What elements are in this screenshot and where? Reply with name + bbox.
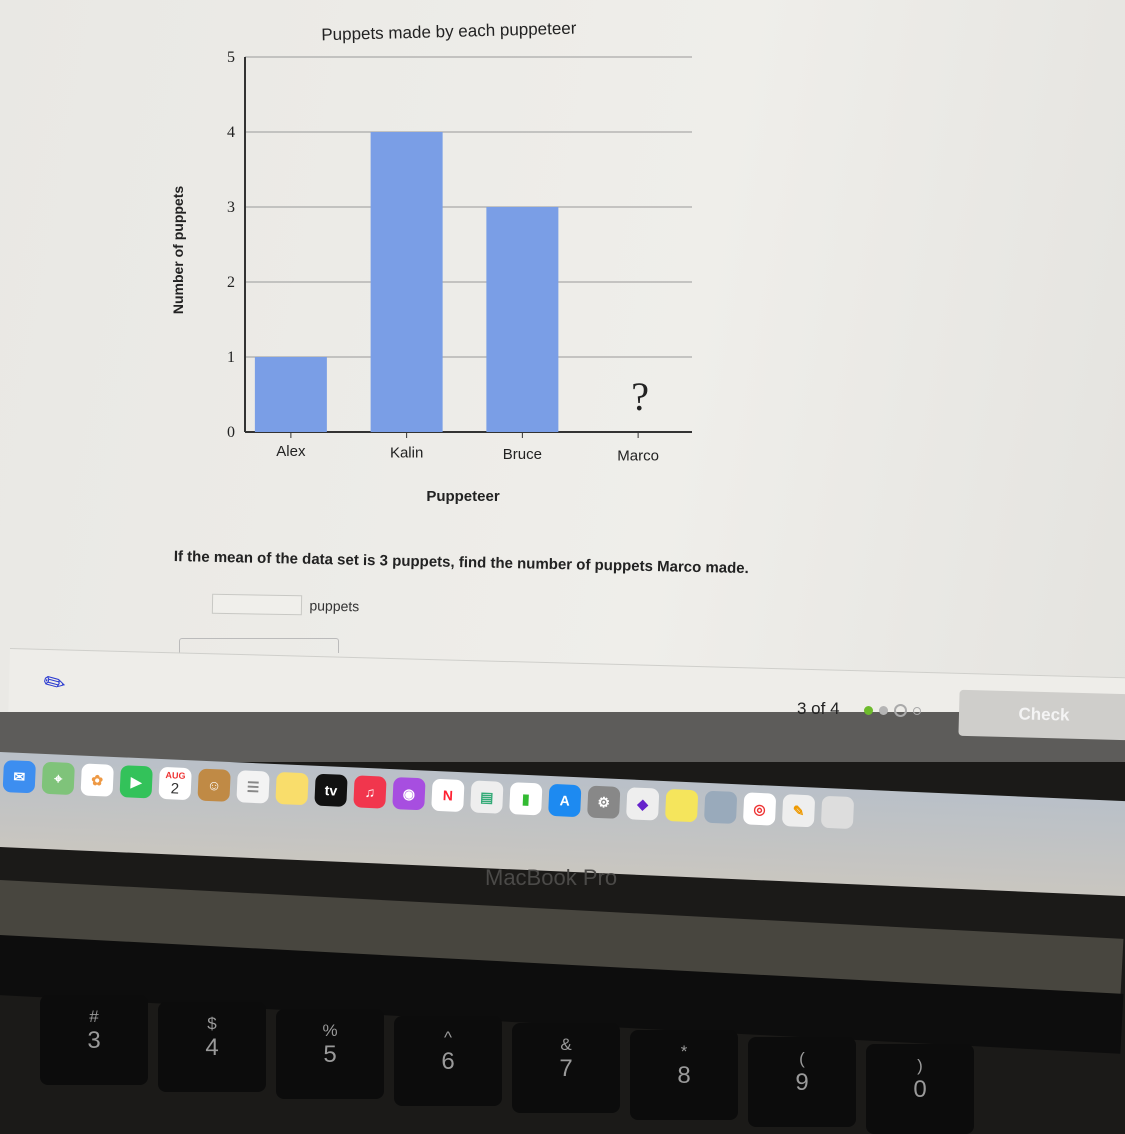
progress-dot [913, 706, 921, 715]
key-symbol: ^ [444, 1028, 452, 1047]
key-symbol: * [680, 1042, 688, 1061]
podcasts-icon[interactable]: ◉ [392, 777, 426, 811]
key-digit: 0 [913, 1076, 927, 1103]
key-5[interactable]: % 5 [276, 1009, 384, 1099]
pages-icon[interactable]: ✎ [781, 794, 816, 828]
key-6[interactable]: ^ 6 [394, 1016, 502, 1106]
calendar-day: 2 [170, 779, 180, 798]
screen-edge [0, 712, 1125, 762]
tv-label: tv [324, 782, 338, 799]
y-tick-label: 5 [227, 49, 235, 66]
bar-bruce [486, 207, 559, 432]
key-8[interactable]: * 8 [630, 1030, 738, 1120]
maps-icon[interactable]: ⌖ [41, 761, 75, 796]
answer-input[interactable] [211, 593, 303, 616]
contacts-icon[interactable]: ☺ [197, 768, 231, 802]
key-digit: 3 [87, 1027, 101, 1054]
bar-kalin [370, 132, 443, 432]
y-tick-label: 2 [227, 274, 235, 291]
chart-title: Puppets made by each puppeteer [321, 19, 577, 45]
stickies-icon[interactable] [664, 788, 699, 823]
app-store-icon[interactable]: A [548, 783, 582, 818]
key-symbol: $ [207, 1014, 217, 1033]
notability-icon[interactable]: ◆ [626, 787, 660, 821]
system-preferences-icon[interactable]: ⚙ [587, 785, 621, 819]
answer-row: puppets [211, 593, 360, 617]
notes-icon[interactable] [275, 771, 309, 806]
x-tick-label: Alex [276, 443, 306, 460]
y-tick-label: 1 [227, 349, 235, 366]
check-button[interactable]: Check [958, 689, 1125, 741]
key-digit: 6 [441, 1048, 455, 1075]
y-tick-label: 0 [227, 424, 235, 441]
progress-dot [894, 704, 907, 717]
x-axis-label: Puppeteer [426, 488, 500, 505]
facetime-icon[interactable]: ▶ [119, 765, 153, 799]
key-symbol: ) [917, 1056, 923, 1075]
calendar-icon[interactable]: AUG 2 [158, 766, 192, 801]
bar-chart: Puppets made by each puppeteer Number of… [170, 19, 692, 505]
progress-dots [864, 704, 921, 717]
progress-dot [879, 706, 888, 715]
key-digit: 5 [323, 1041, 337, 1068]
answer-unit: puppets [309, 597, 360, 615]
x-tick-label: Kalin [390, 445, 423, 462]
reminders-icon[interactable]: ☰ [236, 770, 270, 804]
key-digit: 7 [559, 1055, 573, 1082]
news-icon[interactable]: N [431, 778, 465, 813]
x-tick-label: Bruce [503, 446, 542, 463]
progress-text: 3 of 4 [797, 699, 840, 718]
key-symbol: % [322, 1021, 338, 1040]
chrome-icon[interactable]: ◎ [742, 792, 777, 826]
key-digit: 4 [205, 1034, 219, 1061]
key-symbol: & [560, 1035, 572, 1054]
photos-icon[interactable]: ✿ [80, 763, 114, 797]
music-icon[interactable]: ♫ [353, 775, 387, 809]
progress-dot [864, 706, 873, 715]
y-axis-label: Number of puppets [170, 186, 186, 315]
mail-icon[interactable]: ✉ [2, 760, 36, 794]
key-digit: 8 [677, 1062, 691, 1089]
key-symbol: # [89, 1007, 99, 1026]
key-symbol: ( [799, 1049, 805, 1068]
unknown-bar-marker: ? [631, 374, 649, 419]
calendar-month: AUG [165, 769, 186, 781]
folder-icon[interactable] [820, 795, 855, 830]
numbers-icon[interactable]: ▮ [509, 782, 543, 816]
key-7[interactable]: & 7 [512, 1023, 620, 1113]
bar-alex [254, 357, 327, 432]
screen [0, 0, 1125, 760]
key-4[interactable]: $4 [158, 1002, 266, 1092]
preview-icon[interactable] [703, 790, 738, 824]
macbook-label: MacBook Pro [485, 865, 618, 890]
key-3[interactable]: #3 [40, 995, 148, 1085]
key-0[interactable]: ) 0 [866, 1044, 974, 1134]
key-digit: 9 [795, 1069, 809, 1096]
x-tick-label: Marco [617, 448, 659, 465]
key-9[interactable]: (9 [748, 1037, 856, 1127]
y-tick-label: 3 [227, 199, 235, 216]
keynote-icon[interactable]: ▤ [470, 780, 504, 814]
y-tick-label: 4 [227, 124, 235, 141]
tv-icon[interactable]: tv [314, 773, 348, 807]
partial-box [179, 638, 339, 653]
